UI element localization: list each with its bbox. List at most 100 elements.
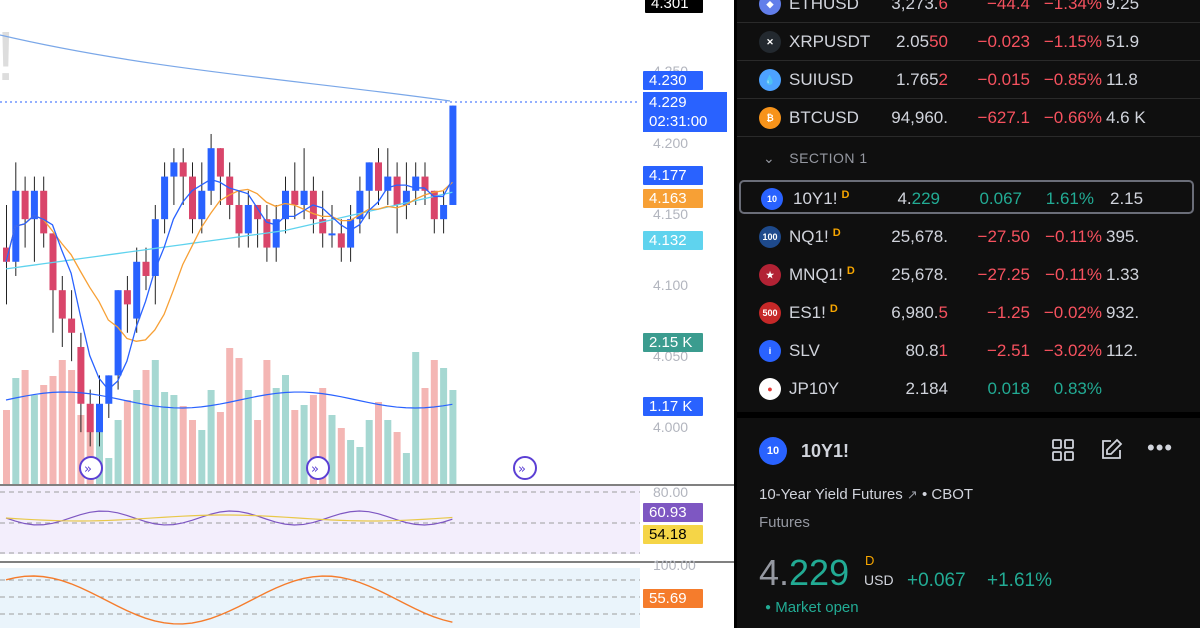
watchlist-row[interactable]: 💧 SUIUSD 1.7652 −0.015 −0.85% 11.8 — [737, 61, 1200, 99]
event-arrow-icon: » — [518, 462, 526, 477]
symbol-text: ES1! — [789, 303, 826, 322]
volume-bar — [440, 368, 448, 484]
ma2-label: 4.163 — [643, 189, 703, 208]
section-title: SECTION 1 — [789, 150, 868, 166]
row-symbol: XRPUSDT — [789, 32, 874, 52]
ma2-line — [5, 181, 453, 342]
row-change-pct: −1.15% — [1043, 32, 1102, 51]
price-tick: 4.150 — [653, 206, 689, 222]
ma1-line — [5, 178, 453, 391]
row-change-pct: −1.34% — [1043, 0, 1102, 13]
candle-body — [58, 290, 66, 319]
candle-body — [21, 190, 29, 220]
volume-bar — [254, 420, 262, 484]
volume-bar — [272, 388, 280, 484]
candle-body — [244, 204, 252, 234]
row-last: 25,678. — [891, 265, 948, 285]
volume-bar — [133, 390, 141, 484]
candle-body — [412, 176, 420, 191]
last-price-value: 4.229 — [649, 94, 687, 111]
watchlist-row[interactable]: ★ MNQ1! D 25,678. −27.25 −0.11% 1.33 — [737, 256, 1200, 294]
price-tick: 4.100 — [653, 277, 689, 293]
chart-pane[interactable]: !»»» 4.250 4.200 4.150 4.100 4.050 4.000… — [0, 0, 734, 628]
watchlist-row[interactable]: i SLV 80.81 −2.51 −3.02% 112. — [737, 332, 1200, 370]
last-integer: 1.765 — [895, 70, 939, 89]
name-separator: • — [921, 486, 928, 503]
status-dot-icon: ● — [765, 602, 772, 613]
ten-year-icon: 10 — [761, 188, 783, 210]
candle-body — [384, 176, 392, 191]
delay-badge: D — [832, 227, 841, 239]
edit-icon[interactable] — [1099, 438, 1123, 462]
volume-bar — [384, 420, 392, 484]
row-volume: 11.8 — [1106, 70, 1138, 89]
candle-body — [179, 162, 187, 177]
event-arrow-icon: » — [84, 462, 92, 477]
row-change: 0.067 — [979, 189, 1022, 208]
volume-bar — [198, 430, 206, 484]
row-volume: 932. — [1106, 303, 1140, 322]
volume-bar — [328, 415, 336, 484]
volume-bar — [300, 405, 308, 484]
last-fraction: 2 — [938, 70, 948, 89]
watchlist-row[interactable]: 100 NQ1! D 25,678. −27.50 −0.11% 395. — [737, 218, 1200, 256]
instrument-name[interactable]: 10-Year Yield Futures — [759, 486, 903, 503]
delay-badge: D — [846, 265, 855, 277]
volume-bar — [375, 402, 382, 484]
symbol-text: BTCUSD — [789, 108, 859, 127]
watchlist-row[interactable]: 10 10Y1! D 4.229 0.067 1.61% 2.15 — [739, 180, 1194, 214]
last-fraction: 229 — [911, 189, 940, 208]
price-fraction: 229 — [789, 552, 850, 593]
event-marker-icon — [79, 456, 103, 480]
row-volume: 4.6 K — [1106, 108, 1146, 127]
more-icon[interactable]: ••• — [1147, 435, 1174, 460]
symbol-text: SUIUSD — [789, 70, 854, 89]
stoch-band — [0, 568, 640, 628]
chevron-down-icon[interactable]: ⌄ — [763, 150, 776, 166]
row-symbol: MNQ1! D — [789, 265, 855, 285]
volume-bar — [142, 370, 150, 484]
grid-layout-icon[interactable] — [1051, 438, 1075, 462]
last-fraction: 50 — [929, 32, 948, 51]
last-integer: 3,273. — [891, 0, 939, 13]
last-integer: 2.05 — [895, 32, 930, 51]
event-arrow-icon: » — [311, 462, 319, 477]
candle-body — [207, 148, 215, 191]
row-last: 6,980.5 — [891, 303, 948, 323]
volume-bar — [356, 447, 364, 484]
candle-body — [3, 247, 10, 262]
price-tick: 4.050 — [653, 348, 689, 364]
detail-change: +0.067 — [907, 570, 966, 591]
price-tick: 4.000 — [653, 419, 689, 435]
last-fraction: 1 — [938, 341, 948, 360]
watchlist-row[interactable]: ✕ XRPUSDT 2.0550 −0.023 −1.15% 51.9 — [737, 23, 1200, 61]
candle-body — [68, 318, 76, 333]
candle-body — [235, 204, 243, 234]
volume-bar — [365, 420, 373, 484]
last-integer: 25,678. — [891, 265, 948, 284]
candle-body — [114, 290, 122, 376]
candle-body — [393, 176, 401, 205]
volume-bar — [282, 375, 289, 484]
rsi-line — [5, 510, 453, 526]
external-link-icon[interactable]: ↗ — [906, 487, 918, 502]
last-integer: 2.184 — [905, 379, 948, 398]
watchlist-row[interactable]: 500 ES1! D 6,980.5 −1.25 −0.02% 932. — [737, 294, 1200, 332]
row-last: 3,273.6 — [891, 0, 948, 14]
detail-name-line: 10-Year Yield Futures ↗ • CBOT — [759, 486, 973, 503]
watchlist-panel[interactable]: ◆ ETHUSD 3,273.6 −44.4 −1.34% 9.25 ✕ XRPUSDT 2.0… — [737, 0, 1200, 412]
row-volume: 1.33 — [1106, 265, 1140, 284]
section-header[interactable]: ⌄ SECTION 1 — [763, 150, 868, 167]
watchlist-row[interactable]: ◆ ETHUSD 3,273.6 −44.4 −1.34% 9.25 — [737, 0, 1200, 23]
status-text: Market open — [775, 599, 859, 616]
volume-label: 2.15 K — [643, 333, 703, 352]
row-divider — [737, 22, 1200, 23]
top-price-label: 4.301 — [645, 0, 703, 13]
candle-body — [123, 290, 131, 305]
watchlist-row[interactable]: ₿ BTCUSD 94,960. −627.1 −0.66% 4.6 K — [737, 99, 1200, 137]
volume-bar — [347, 440, 355, 484]
price-chart[interactable]: ! » » » — [0, 0, 734, 628]
candle-body — [151, 219, 159, 276]
watchlist-row[interactable]: ● JP10Y 2.184 0.018 0.83% — [737, 370, 1200, 408]
rsi-value-label: 60.93 — [643, 503, 703, 522]
